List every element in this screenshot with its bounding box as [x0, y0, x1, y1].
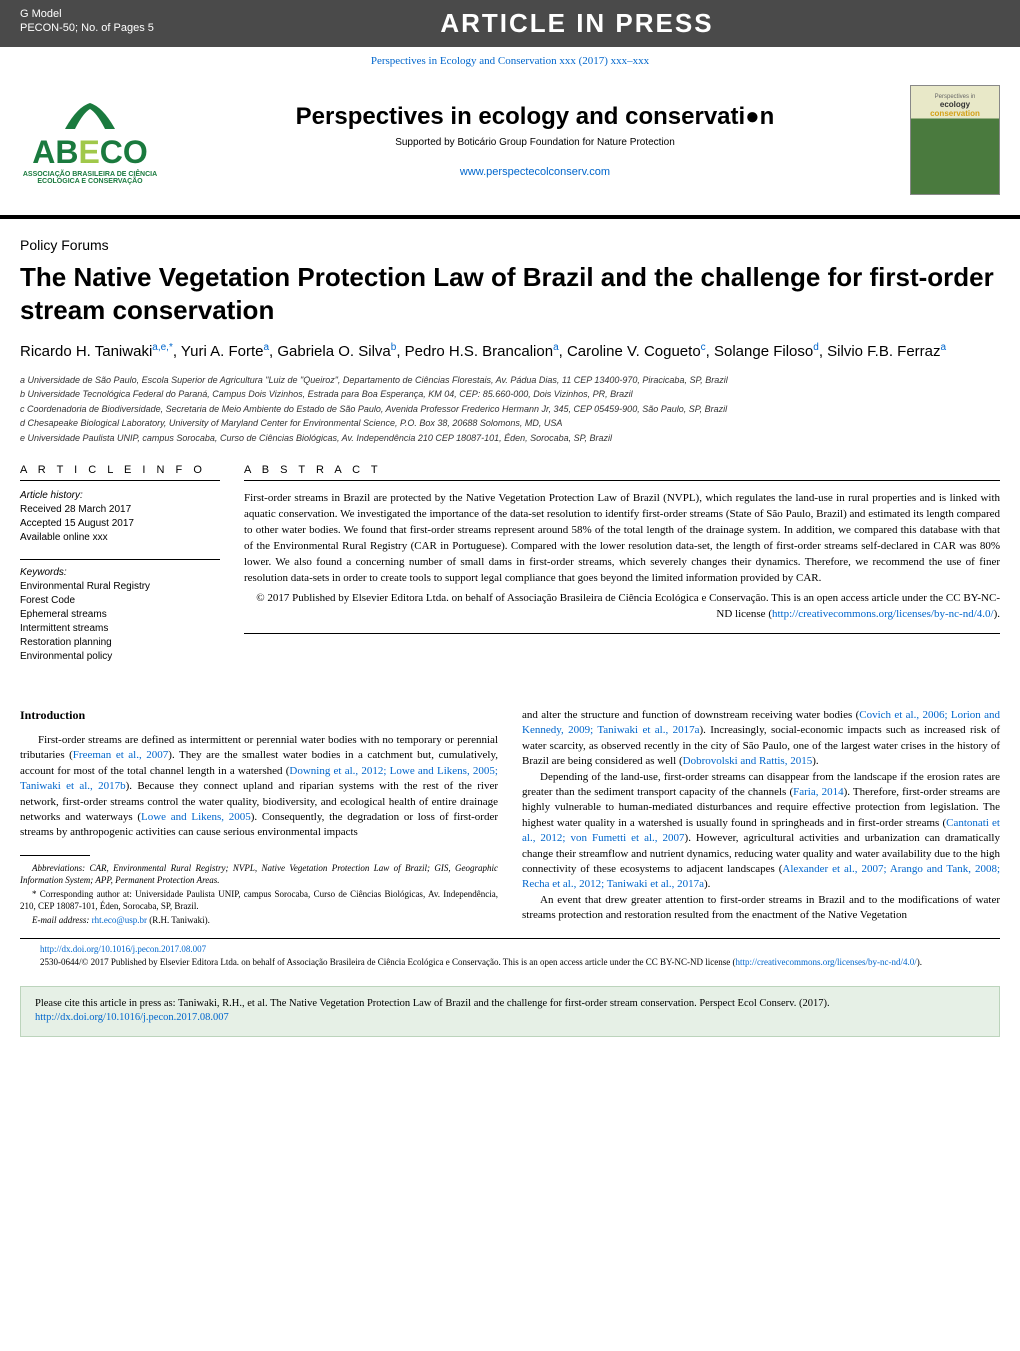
cite-faria[interactable]: Faria, 2014: [793, 786, 843, 798]
journal-cover-thumbnail: Perspectives in ecology conservation: [910, 85, 1000, 195]
history-title: Article history:: [20, 489, 220, 503]
history-online: Available online xxx: [20, 531, 220, 545]
cite-freeman[interactable]: Freeman et al., 2007: [73, 749, 168, 761]
footnote-abbrev: Abbreviations: CAR, Environmental Rural …: [20, 862, 498, 886]
affiliation-row: a Universidade de São Paulo, Escola Supe…: [20, 374, 1000, 388]
keyword-item: Forest Code: [20, 594, 220, 608]
intro-para-3: Depending of the land-use, first-order s…: [522, 770, 1000, 893]
info-abstract-row: A R T I C L E I N F O Article history: R…: [0, 446, 1020, 678]
abstract-text: First-order streams in Brazil are protec…: [244, 491, 1000, 634]
journal-citation-anchor[interactable]: Perspectives in Ecology and Conservation…: [371, 55, 649, 67]
keyword-item: Ephemeral streams: [20, 608, 220, 622]
header-center: Perspectives in ecology and conservati●n…: [160, 103, 910, 178]
cover-line1: ecology: [940, 100, 970, 109]
abeco-logo-icon: [65, 95, 115, 134]
footnotes: Abbreviations: CAR, Environmental Rural …: [20, 862, 498, 927]
footnote-email: E-mail address: rht.eco@usp.br (R.H. Tan…: [20, 914, 498, 926]
abeco-logo-line1: ASSOCIAÇÃO BRASILEIRA DE CIÊNCIA: [23, 171, 157, 178]
keywords-title: Keywords:: [20, 566, 220, 580]
doi-block: http://dx.doi.org/10.1016/j.pecon.2017.0…: [20, 938, 1000, 973]
left-column: Introduction First-order streams are def…: [20, 708, 498, 928]
affiliation-row: c Coordenadoria de Biodiversidade, Secre…: [20, 403, 1000, 417]
abstract-column: A B S T R A C T First-order streams in B…: [244, 464, 1000, 678]
footnote-separator: [20, 855, 90, 856]
cite-lowe[interactable]: Lowe and Likens, 2005: [141, 811, 251, 823]
doi-link[interactable]: http://dx.doi.org/10.1016/j.pecon.2017.0…: [40, 944, 206, 954]
affiliation-row: d Chesapeake Biological Laboratory, Univ…: [20, 417, 1000, 431]
article-info-column: A R T I C L E I N F O Article history: R…: [20, 464, 220, 678]
journal-subtitle: Supported by Boticário Group Foundation …: [160, 137, 910, 148]
keyword-item: Intermittent streams: [20, 622, 220, 636]
citation-box: Please cite this article in press as: Ta…: [20, 986, 1000, 1037]
right-column: and alter the structure and function of …: [522, 708, 1000, 928]
author-list: Ricardo H. Taniwakia,e,*, Yuri A. Fortea…: [20, 340, 1000, 364]
footnote-corresp: * Corresponding author at: Universidade …: [20, 888, 498, 912]
keyword-item: Environmental policy: [20, 650, 220, 664]
abstract-copyright: © 2017 Published by Elsevier Editora Ltd…: [244, 591, 1000, 623]
affiliations: a Universidade de São Paulo, Escola Supe…: [20, 374, 1000, 446]
license-link[interactable]: http://creativecommons.org/licenses/by-n…: [772, 608, 994, 620]
journal-header: ABECO ASSOCIAÇÃO BRASILEIRA DE CIÊNCIA E…: [0, 75, 1020, 219]
affiliation-row: b Universidade Tecnológica Federal do Pa…: [20, 388, 1000, 402]
intro-para-4: An event that drew greater attention to …: [522, 893, 1000, 924]
gmodel-label: G Model: [20, 8, 154, 20]
article-info-heading: A R T I C L E I N F O: [20, 464, 220, 481]
top-bar: G Model PECON-50; No. of Pages 5 ARTICLE…: [0, 0, 1020, 47]
keyword-item: Environmental Rural Registry: [20, 580, 220, 594]
history-received: Received 28 March 2017: [20, 503, 220, 517]
article-history-block: Article history: Received 28 March 2017 …: [20, 489, 220, 545]
banner-center: ARTICLE IN PRESS: [154, 8, 1000, 39]
doi-copyright: 2530-0644/© 2017 Published by Elsevier E…: [40, 956, 980, 968]
abstract-heading: A B S T R A C T: [244, 464, 1000, 481]
abeco-logo-text: ABECO: [32, 134, 148, 171]
history-accepted: Accepted 15 August 2017: [20, 517, 220, 531]
gmodel-block: G Model PECON-50; No. of Pages 5: [20, 8, 154, 39]
affiliation-row: e Universidade Paulista UNIP, campus Sor…: [20, 432, 1000, 446]
abeco-logo-line2: ECOLÓGICA E CONSERVAÇÃO: [37, 178, 142, 185]
article-header: Policy Forums The Native Vegetation Prot…: [0, 219, 1020, 445]
gmodel-ref: PECON-50; No. of Pages 5: [20, 22, 154, 34]
cite-dobrovolski[interactable]: Dobrovolski and Rattis, 2015: [683, 755, 813, 767]
journal-title: Perspectives in ecology and conservati●n: [160, 103, 910, 131]
introduction-heading: Introduction: [20, 708, 498, 723]
keyword-item: Restoration planning: [20, 636, 220, 650]
keywords-list: Environmental Rural RegistryForest CodeE…: [20, 580, 220, 664]
body-columns: Introduction First-order streams are def…: [0, 678, 1020, 938]
keywords-block: Keywords: Environmental Rural RegistryFo…: [20, 566, 220, 664]
abeco-logo: ABECO ASSOCIAÇÃO BRASILEIRA DE CIÊNCIA E…: [20, 95, 160, 185]
journal-url[interactable]: www.perspectecolconserv.com: [160, 166, 910, 178]
info-divider: [20, 559, 220, 560]
intro-para-2: and alter the structure and function of …: [522, 708, 1000, 770]
journal-citation-link: Perspectives in Ecology and Conservation…: [0, 47, 1020, 75]
citebox-doi-link[interactable]: http://dx.doi.org/10.1016/j.pecon.2017.0…: [35, 1012, 229, 1023]
doi-license-link[interactable]: http://creativecommons.org/licenses/by-n…: [735, 957, 916, 967]
intro-para-1: First-order streams are defined as inter…: [20, 733, 498, 841]
cover-line2: conservation: [930, 109, 980, 118]
article-in-press-banner: ARTICLE IN PRESS: [154, 8, 1000, 39]
email-link[interactable]: rht.eco@usp.br: [92, 915, 147, 925]
article-title: The Native Vegetation Protection Law of …: [20, 261, 1000, 326]
section-type: Policy Forums: [20, 237, 1000, 253]
